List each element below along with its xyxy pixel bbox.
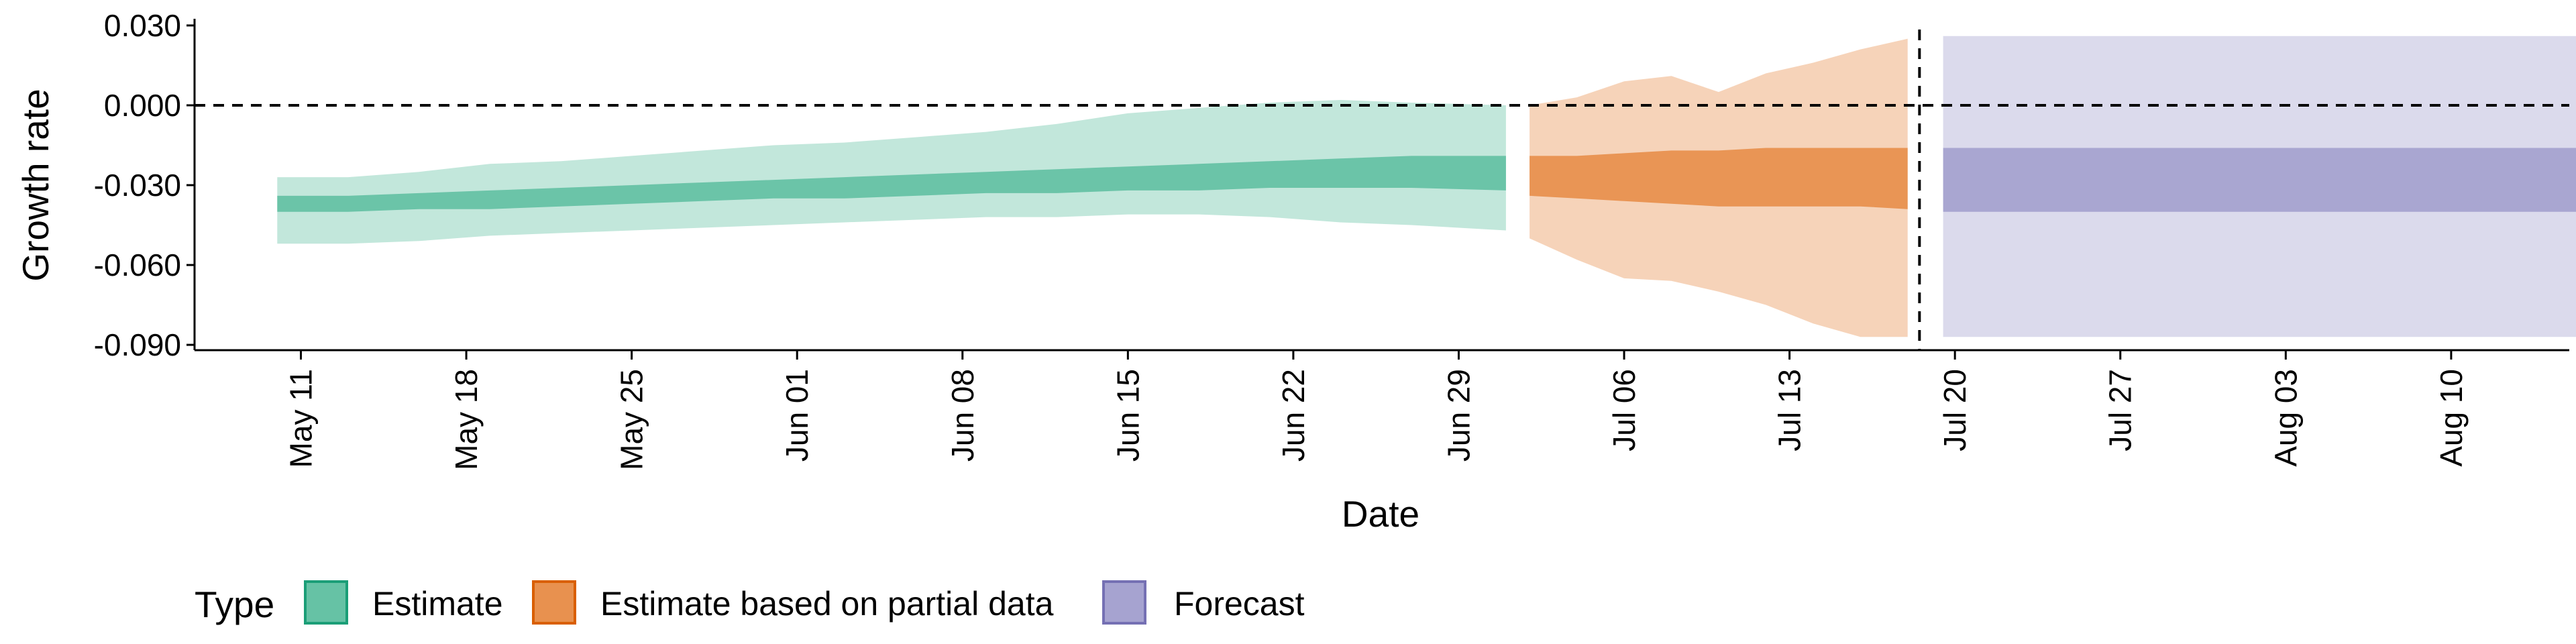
x-tick-label: Jul 20	[1937, 369, 1972, 451]
x-tick-label: Jul 06	[1607, 369, 1642, 451]
x-tick-label: Aug 03	[2268, 369, 2303, 467]
estimate-inner-band	[277, 156, 1506, 212]
legend-label: Estimate based on partial data	[600, 585, 1054, 623]
x-axis-title: Date	[1342, 493, 1419, 535]
legend-key-2	[1102, 580, 1146, 625]
legend-key-0	[304, 580, 348, 625]
estimate-outer-band	[277, 100, 1506, 244]
x-tick-label: Jun 29	[1441, 369, 1476, 462]
x-tick-label: Aug 10	[2434, 369, 2469, 467]
legend: Type Estimate Estimate based on partial d…	[195, 580, 1305, 625]
x-tick-label: Jul 13	[1772, 369, 1807, 451]
chart-axes: 0.030 0.000 -0.030 -0.060 -0.090 May 11 May 18…	[94, 8, 2569, 470]
x-tick-label: May 18	[449, 369, 484, 470]
y-tick-label: -0.030	[94, 168, 181, 203]
partial-inner-band	[1529, 148, 1908, 209]
x-tick-label: Jun 01	[780, 369, 814, 462]
legend-key-1	[532, 580, 576, 625]
x-tick-label: Jun 08	[945, 369, 980, 462]
y-tick-label: -0.090	[94, 327, 181, 362]
chart-bands	[277, 36, 2576, 337]
y-tick-label: 0.000	[104, 88, 181, 123]
x-tick-label: May 11	[284, 369, 319, 468]
legend-title: Type	[195, 584, 274, 625]
y-axis-title: Growth rate	[15, 89, 56, 281]
forecast-inner-band	[1943, 148, 2576, 212]
legend-label: Estimate	[372, 585, 503, 623]
x-tick-label: May 25	[614, 369, 649, 470]
x-tick-label: Jun 15	[1110, 369, 1145, 462]
reference-lines	[195, 30, 2569, 350]
legend-label: Forecast	[1174, 585, 1305, 623]
y-tick-label: -0.060	[94, 248, 181, 282]
x-tick-label: Jun 22	[1276, 369, 1311, 462]
y-tick-label: 0.030	[104, 8, 181, 43]
x-tick-label: Jul 27	[2103, 369, 2138, 451]
